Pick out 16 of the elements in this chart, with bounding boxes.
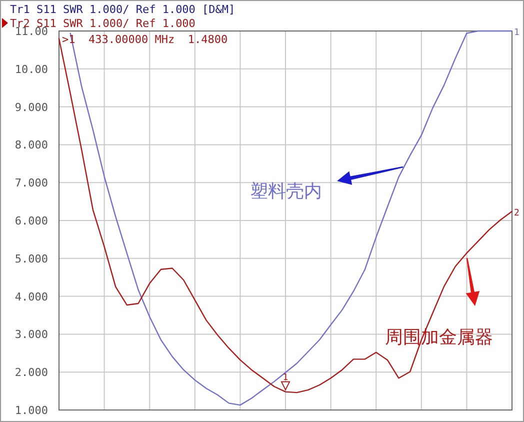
annotation: 1 <box>282 372 288 383</box>
y-tick-label: 4.000 <box>14 290 48 304</box>
y-tick-label: 3.000 <box>14 328 48 342</box>
y-tick-label: 6.000 <box>14 214 48 228</box>
series-label: 周围加金属器 <box>385 327 493 348</box>
text: 1 <box>514 28 520 38</box>
y-tick-label: 8.000 <box>14 138 48 152</box>
y-tick-label: 9.000 <box>14 100 48 114</box>
text: 塑料壳内 <box>250 181 322 202</box>
text: Tr1 S11 SWR 1.000/ Ref 1.000 [D&M] <box>10 3 236 16</box>
y-tick-label: 2.000 <box>14 366 48 380</box>
y-tick-label: 5.000 <box>14 252 48 266</box>
y-tick-label: 10.00 <box>14 62 48 76</box>
y-tick-label: 7.000 <box>14 176 48 190</box>
y-tick-label: 1.000 <box>14 404 48 417</box>
text: 2 <box>514 208 520 218</box>
